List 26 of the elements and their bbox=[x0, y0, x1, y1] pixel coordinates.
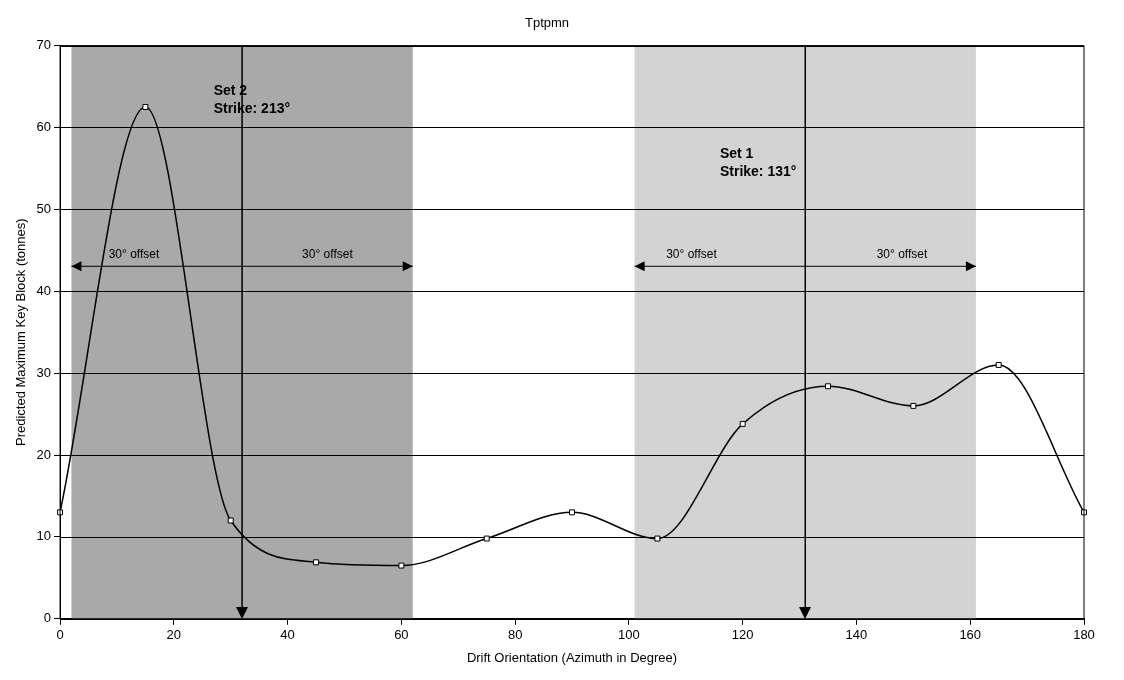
x-tick-label: 60 bbox=[394, 627, 409, 643]
x-tick-label: 80 bbox=[507, 627, 523, 643]
x-tick-label: 20 bbox=[166, 627, 182, 643]
x-tick-label: 40 bbox=[280, 627, 295, 643]
x-tick-label: 100 bbox=[618, 627, 640, 643]
y-tick-label: 10 bbox=[36, 528, 52, 544]
x-tick-label: 160 bbox=[959, 627, 982, 643]
annotation: 30° offset bbox=[302, 247, 354, 262]
x-tick-label: 0 bbox=[56, 627, 64, 643]
annotation: 30° offset bbox=[108, 247, 160, 262]
y-axis-title: Predicted Maximum Key Block (tonnes) bbox=[13, 218, 29, 446]
y-tick-label: 70 bbox=[36, 37, 52, 53]
annotation: 30° offset bbox=[666, 247, 718, 262]
y-tick-label: 0 bbox=[43, 610, 52, 626]
y-tick-label: 60 bbox=[36, 119, 52, 135]
y-tick-label: 30 bbox=[36, 364, 52, 380]
x-axis-title: Drift Orientation (Azimuth in Degree) bbox=[466, 649, 678, 665]
y-tick-label: 50 bbox=[36, 200, 52, 216]
y-tick-label: 20 bbox=[36, 446, 52, 462]
chart-title: Tptpmn bbox=[524, 15, 570, 31]
x-tick-label: 180 bbox=[1073, 627, 1095, 643]
y-tick-label: 40 bbox=[36, 282, 52, 298]
annotation: Set 1 Strike: 131° bbox=[719, 145, 797, 180]
x-tick-label: 120 bbox=[731, 627, 754, 643]
annotation: 30° offset bbox=[876, 247, 928, 262]
x-tick-label: 140 bbox=[845, 627, 868, 643]
